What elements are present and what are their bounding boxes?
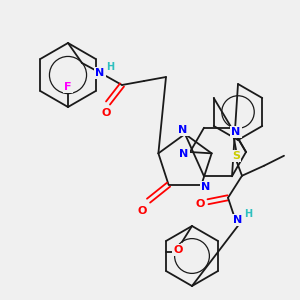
Text: N: N xyxy=(201,182,210,192)
Text: N: N xyxy=(233,215,243,225)
Text: N: N xyxy=(231,127,241,137)
Text: O: O xyxy=(138,206,147,216)
Text: N: N xyxy=(95,68,105,78)
Text: O: O xyxy=(101,108,111,118)
Text: H: H xyxy=(244,209,252,219)
Text: S: S xyxy=(232,151,240,161)
Text: F: F xyxy=(64,82,72,92)
Text: O: O xyxy=(195,199,205,209)
Text: H: H xyxy=(106,62,114,72)
Text: N: N xyxy=(178,125,188,135)
Text: O: O xyxy=(173,245,183,255)
Text: N: N xyxy=(179,149,189,159)
